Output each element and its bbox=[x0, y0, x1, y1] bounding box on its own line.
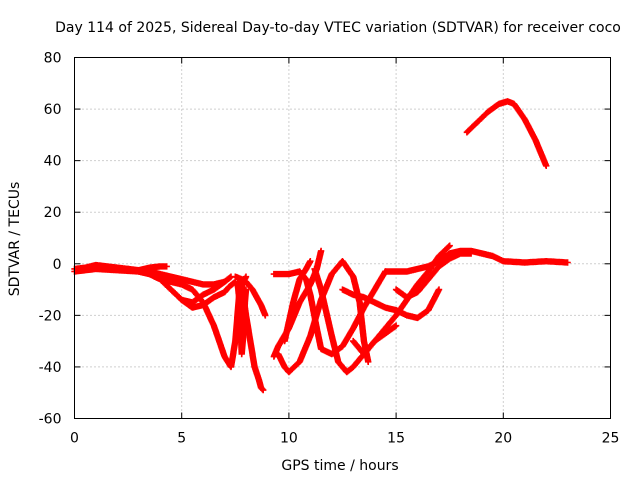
x-axis-title: GPS time / hours bbox=[281, 458, 398, 474]
data-point-marks bbox=[281, 258, 314, 345]
series-track-n bbox=[339, 286, 443, 322]
data-point-marks bbox=[232, 273, 269, 319]
x-tick-label: 0 bbox=[70, 431, 79, 447]
chart-title: Day 114 of 2025, Sidereal Day-to-day VTE… bbox=[55, 20, 621, 36]
x-tick-label: 5 bbox=[177, 431, 186, 447]
y-tick-label: -60 bbox=[39, 412, 62, 428]
series-track-e bbox=[146, 268, 228, 288]
data-point-marks bbox=[392, 250, 475, 301]
data-point-marks bbox=[339, 286, 443, 322]
y-tick-label: 40 bbox=[44, 154, 62, 170]
points-layer bbox=[71, 98, 571, 394]
y-tick-label: 0 bbox=[53, 257, 62, 273]
series-track-r bbox=[463, 98, 550, 169]
series-track-m bbox=[281, 258, 314, 345]
data-point-marks bbox=[124, 265, 239, 311]
data-point-marks bbox=[146, 268, 228, 288]
y-axis-title: SDTVAR / TECUs bbox=[7, 182, 23, 297]
x-tick-label: 15 bbox=[387, 431, 405, 447]
y-tick-label: -20 bbox=[39, 308, 62, 324]
series-track-q bbox=[392, 250, 475, 301]
x-tick-label: 20 bbox=[494, 431, 512, 447]
data-point-marks bbox=[463, 98, 550, 169]
y-tick-label: 60 bbox=[44, 102, 62, 118]
x-tick-label: 25 bbox=[602, 431, 620, 447]
series-track-h bbox=[232, 273, 269, 319]
series-track-g bbox=[238, 281, 267, 394]
y-tick-label: -40 bbox=[39, 360, 62, 376]
y-tick-label: 20 bbox=[44, 205, 62, 221]
series-track-c bbox=[124, 265, 239, 311]
x-tick-label: 10 bbox=[280, 431, 298, 447]
y-tick-label: 80 bbox=[44, 51, 62, 67]
plot-frame bbox=[74, 57, 611, 419]
data-point-marks bbox=[238, 281, 267, 394]
